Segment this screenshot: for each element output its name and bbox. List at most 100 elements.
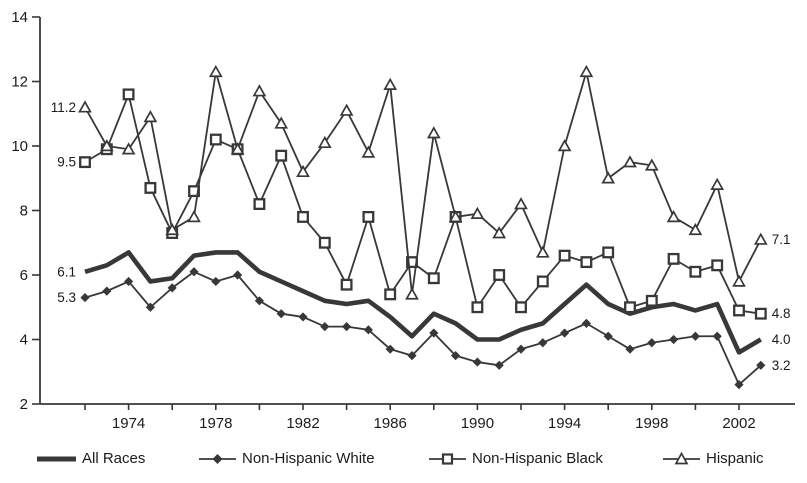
square-marker (122, 88, 135, 101)
diamond-marker (124, 276, 134, 287)
x-tick-label: 1982 (286, 415, 319, 432)
legend-label-non-hispanic-white: Non-Hispanic White (242, 450, 375, 467)
series-line-hispanic (84, 70, 762, 296)
legend-label-hispanic: Hispanic (706, 450, 764, 467)
series-non-hispanic-black (79, 88, 767, 320)
plot-area: 2 4 6 8 10 12 14 1974 1978 1982 1986 1990 1994 1998 20… (11, 9, 795, 432)
triangle-marker (448, 210, 463, 223)
start-value-label-hispanic: 11.2 (51, 100, 76, 115)
triangle-marker (208, 64, 223, 78)
triangle-marker (339, 103, 354, 116)
diamond-marker (407, 351, 417, 361)
triangle-marker (688, 222, 703, 236)
triangle-marker (383, 77, 398, 90)
diamond-marker (276, 309, 286, 319)
square-marker (384, 288, 397, 301)
diamond-marker (690, 331, 700, 341)
diamond-marker (538, 338, 548, 348)
diamond-marker (385, 344, 395, 354)
x-tick-label: 1978 (199, 415, 232, 432)
triangle-marker (753, 232, 768, 245)
triangle-marker (623, 155, 637, 168)
legend-item-all-races: All Races (36, 450, 145, 467)
diamond-marker (647, 338, 657, 348)
triangle-marker (187, 210, 201, 223)
square-marker (275, 149, 288, 162)
end-value-label-non-hispanic-black: 4.8 (772, 306, 791, 321)
triangle-marker (492, 226, 507, 239)
legend-item-non-hispanic-white: Non-Hispanic White (198, 450, 375, 467)
axes: 2 4 6 8 10 12 14 1974 1978 1982 1986 1990 1994 1998 20… (11, 9, 795, 432)
end-value-label-non-hispanic-white: 3.2 (772, 358, 791, 373)
triangle-marker-swatch-icon (663, 451, 700, 464)
y-tick-label: 8 (20, 203, 28, 220)
legend-label-non-hispanic-black: Non-Hispanic Black (472, 450, 603, 467)
diamond-marker-swatch-icon (199, 453, 236, 464)
series-hispanic (78, 64, 768, 300)
triangle-marker (601, 171, 616, 184)
square-marker (667, 252, 680, 265)
legend-item-non-hispanic-black: Non-Hispanic Black (428, 450, 603, 467)
triangle-marker (405, 287, 419, 300)
triangle-marker (426, 126, 441, 139)
diamond-marker (712, 331, 722, 341)
diamond-marker (516, 344, 526, 354)
series-all-races (84, 250, 762, 355)
diamond-marker (298, 312, 308, 322)
diamond-marker (254, 296, 264, 306)
diamond-marker (494, 360, 504, 370)
square-marker (79, 156, 91, 169)
triangle-marker (710, 177, 725, 190)
diamond-marker (669, 334, 679, 345)
square-marker (253, 198, 266, 211)
square-marker (427, 272, 440, 285)
diamond-marker (581, 318, 591, 328)
triangle-marker (361, 145, 376, 158)
triangle-marker (535, 245, 550, 258)
square-marker (580, 256, 593, 269)
triangle-marker (78, 100, 92, 113)
diamond-marker (211, 276, 221, 287)
square-marker (733, 304, 745, 317)
legend-item-hispanic: Hispanic (662, 450, 764, 467)
x-tick-label: 1994 (548, 415, 581, 432)
square-marker (362, 210, 375, 223)
diamond-marker (102, 286, 112, 296)
triangle-marker (579, 64, 594, 78)
square-marker (689, 265, 702, 278)
square-marker (209, 133, 222, 146)
diamond-marker (429, 328, 439, 338)
end-value-label-hispanic: 7.1 (772, 232, 791, 247)
y-tick-label: 6 (20, 267, 28, 284)
triangle-marker (557, 139, 572, 152)
x-tick-label: 1990 (461, 415, 494, 432)
diamond-marker (342, 322, 352, 332)
y-tick-label: 12 (11, 74, 28, 91)
x-tick-label: 2002 (722, 415, 755, 432)
triangle-marker (317, 135, 332, 149)
diamond-marker (560, 328, 570, 338)
triangle-marker (732, 274, 746, 287)
square-marker (318, 236, 331, 249)
diamond-marker (625, 344, 635, 354)
square-marker (645, 294, 658, 307)
square-marker (188, 185, 200, 198)
diamond-marker (189, 267, 199, 277)
square-marker (624, 301, 636, 314)
triangle-marker (99, 139, 114, 152)
x-tick-label: 1974 (112, 415, 145, 432)
chart-legend: All Races Non-Hispanic White Non-Hispani… (0, 450, 807, 478)
triangle-marker (252, 84, 267, 97)
triangle-marker (165, 222, 180, 236)
triangle-marker (644, 158, 659, 171)
triangle-marker (470, 206, 485, 219)
square-marker (536, 275, 549, 288)
square-marker (340, 278, 353, 291)
x-tick-label: 1998 (635, 415, 668, 432)
triangle-marker (121, 142, 136, 155)
thick-line-swatch-icon (37, 456, 76, 461)
diamond-marker (603, 331, 613, 341)
square-marker (493, 269, 506, 281)
triangle-marker (514, 197, 528, 210)
diamond-marker (363, 325, 373, 335)
